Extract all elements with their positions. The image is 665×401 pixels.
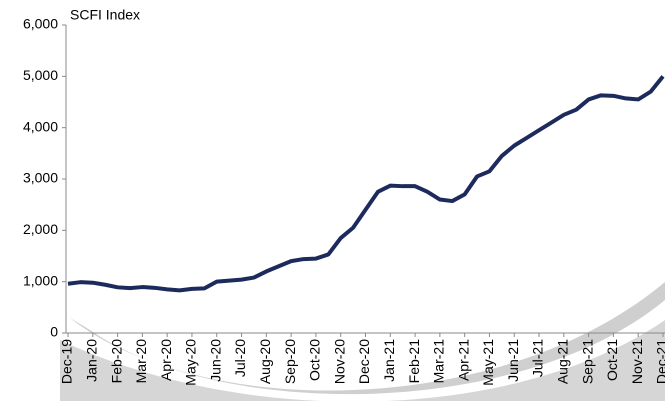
line	[67, 75, 665, 293]
x-tick-label: Jul-21	[530, 339, 546, 377]
y-tick-label: 6,000	[23, 16, 58, 32]
x-tick-label: May-21	[480, 339, 496, 386]
x-tick-label: Feb-20	[108, 339, 124, 384]
x-tick-label: Jul-20	[232, 339, 248, 377]
x-tick-label: Nov-21	[629, 339, 645, 384]
x-tick-label: Jun-20	[207, 339, 223, 382]
y-tick-label: 3,000	[23, 170, 58, 186]
x-tick-label: Sep-20	[282, 339, 298, 384]
x-tick-label: Sep-21	[579, 339, 595, 384]
x-tick-label: Nov-20	[331, 339, 347, 384]
x-tick-label: Oct-21	[604, 339, 620, 381]
x-tick-label: Apr-21	[455, 339, 471, 381]
y-tick-label: 0	[50, 324, 58, 340]
x-tick-label: Jan-21	[381, 339, 397, 382]
x-tick-label: Dec-21	[654, 339, 665, 384]
x-tick-label: Jan-20	[83, 339, 99, 382]
x-tick-label: Dec-20	[356, 339, 372, 384]
chart-title: SCFI Index	[70, 7, 140, 23]
y-tick-label: 1,000	[23, 272, 58, 288]
x-tick-label: Mar-20	[133, 339, 149, 384]
y-tick-label: 5,000	[23, 67, 58, 83]
x-tick-label: Aug-21	[555, 339, 571, 384]
x-tick-label: Dec-19	[59, 339, 75, 384]
x-tick-label: May-20	[183, 339, 199, 386]
x-tick-label: Mar-21	[431, 339, 447, 384]
decoration	[70, 282, 665, 395]
x-tick-label: Feb-21	[406, 339, 422, 384]
x-tick-label: Oct-20	[307, 339, 323, 381]
x-tick-label: Apr-20	[158, 339, 174, 381]
x-tick-label: Aug-20	[257, 339, 273, 384]
x-tick-label: Jun-21	[505, 339, 521, 382]
y-tick-label: 2,000	[23, 221, 58, 237]
y-tick-label: 4,000	[23, 118, 58, 134]
decoration	[60, 320, 665, 401]
